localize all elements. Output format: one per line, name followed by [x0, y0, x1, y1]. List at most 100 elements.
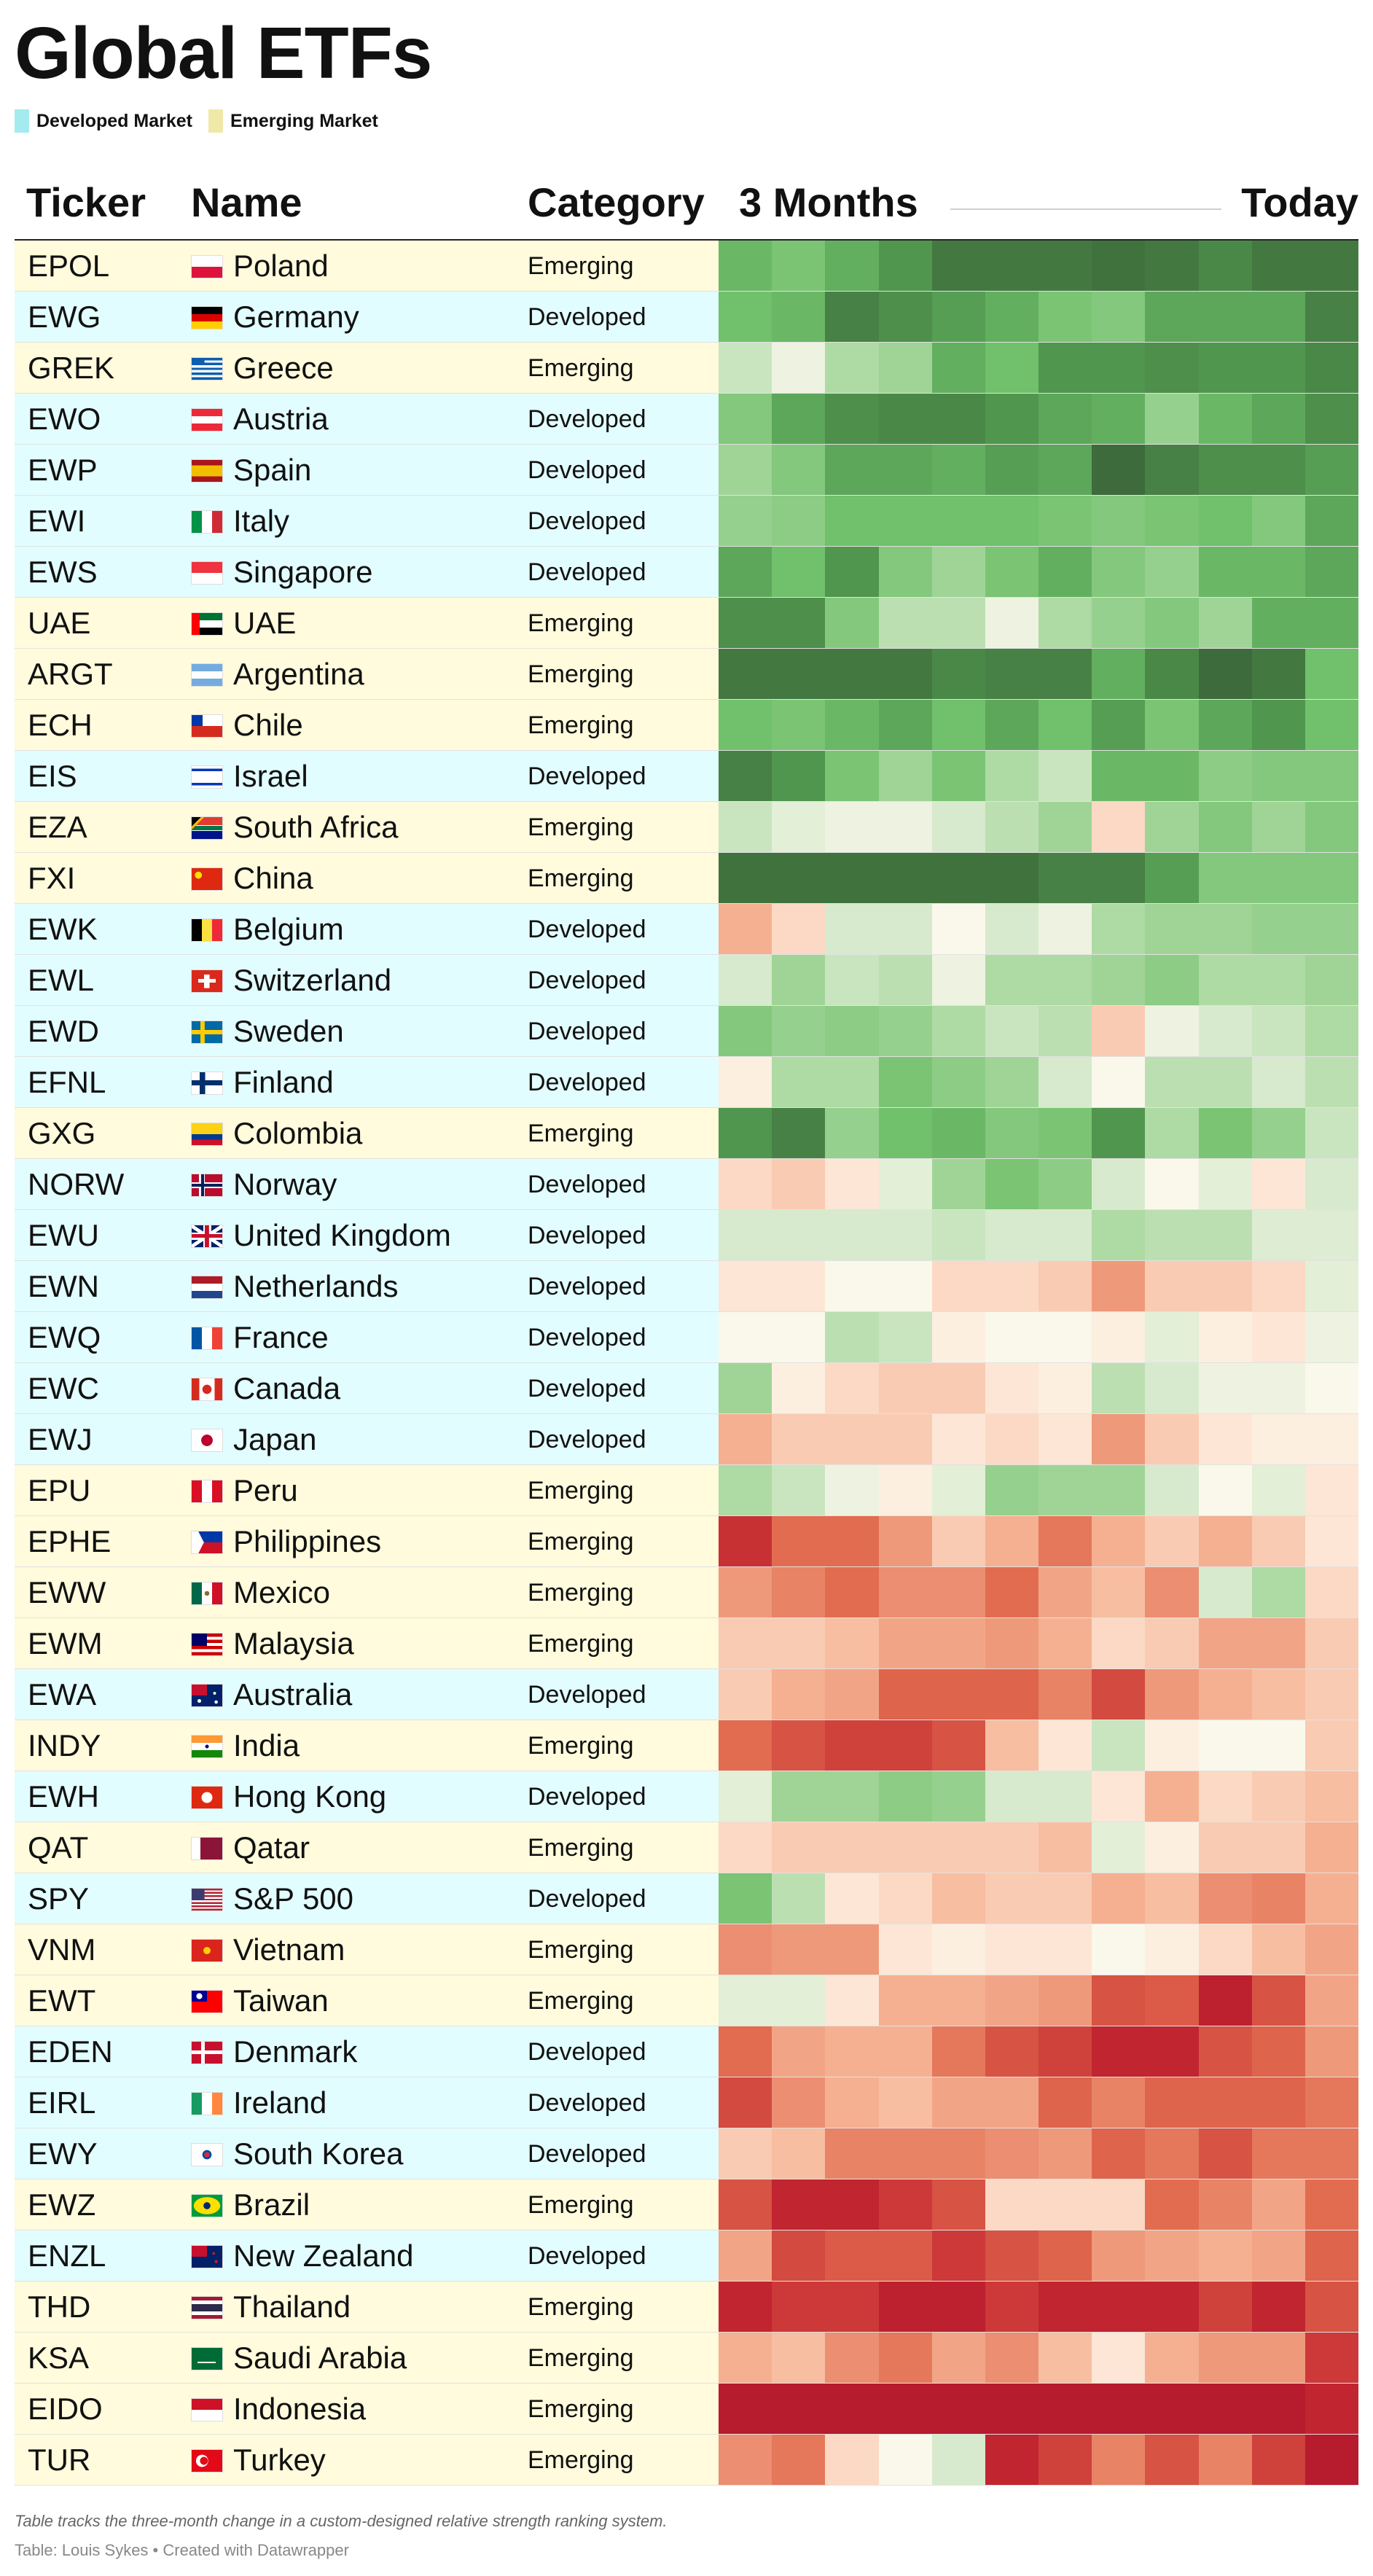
heat-cell[interactable] [931, 1159, 985, 1209]
heat-cell[interactable] [1092, 547, 1146, 597]
heat-cell[interactable] [878, 1261, 932, 1311]
heat-cell[interactable] [985, 2333, 1039, 2383]
heat-cell[interactable] [1251, 1159, 1305, 1209]
heat-cell[interactable] [825, 2179, 879, 2230]
heat-cell[interactable] [772, 955, 826, 1005]
header-3-months[interactable]: 3 Months [739, 179, 918, 225]
heat-cell[interactable] [931, 1465, 985, 1515]
heat-cell[interactable] [985, 2026, 1039, 2077]
heat-cell[interactable] [931, 955, 985, 1005]
heat-cell[interactable] [1038, 2333, 1092, 2383]
heat-cell[interactable] [1092, 496, 1146, 546]
heat-cell[interactable] [985, 1669, 1039, 1720]
heat-cell[interactable] [1251, 1312, 1305, 1362]
heat-cell[interactable] [1198, 853, 1252, 903]
heat-cell[interactable] [985, 1873, 1039, 1924]
heat-cell[interactable] [825, 2435, 879, 2485]
heat-cell[interactable] [1304, 802, 1359, 852]
heat-cell[interactable] [1304, 2026, 1359, 2077]
heat-cell[interactable] [719, 2026, 772, 2077]
heat-cell[interactable] [825, 1669, 879, 1720]
heat-cell[interactable] [772, 1057, 826, 1107]
heat-cell[interactable] [985, 445, 1039, 495]
heat-cell[interactable] [1038, 649, 1092, 699]
heat-cell[interactable] [931, 496, 985, 546]
heat-cell[interactable] [1145, 2026, 1199, 2077]
heat-cell[interactable] [878, 1210, 932, 1260]
heat-cell[interactable] [1198, 2077, 1252, 2128]
heat-cell[interactable] [985, 343, 1039, 393]
heat-cell[interactable] [1145, 343, 1199, 393]
heat-cell[interactable] [1092, 1261, 1146, 1311]
heat-cell[interactable] [825, 1567, 879, 1617]
heat-cell[interactable] [1145, 1618, 1199, 1668]
heat-cell[interactable] [1251, 496, 1305, 546]
heat-cell[interactable] [719, 751, 772, 801]
heat-cell[interactable] [1038, 2179, 1092, 2230]
heat-cell[interactable] [719, 1108, 772, 1158]
heat-cell[interactable] [985, 955, 1039, 1005]
heat-cell[interactable] [931, 445, 985, 495]
heat-cell[interactable] [985, 1618, 1039, 1668]
heat-cell[interactable] [772, 1006, 826, 1056]
heat-cell[interactable] [931, 1210, 985, 1260]
heat-cell[interactable] [1145, 1516, 1199, 1566]
heat-cell[interactable] [985, 802, 1039, 852]
heat-cell[interactable] [1145, 1210, 1199, 1260]
heat-cell[interactable] [1092, 1924, 1146, 1975]
heat-cell[interactable] [878, 2179, 932, 2230]
heat-cell[interactable] [985, 1771, 1039, 1822]
heat-cell[interactable] [825, 1414, 879, 1464]
heat-cell[interactable] [985, 1567, 1039, 1617]
heat-cell[interactable] [1145, 955, 1199, 1005]
heat-cell[interactable] [878, 1363, 932, 1413]
heat-cell[interactable] [825, 1924, 879, 1975]
heat-cell[interactable] [825, 2333, 879, 2383]
heat-cell[interactable] [772, 1618, 826, 1668]
heat-cell[interactable] [1198, 1363, 1252, 1413]
heat-cell[interactable] [1092, 2384, 1146, 2434]
heat-cell[interactable] [931, 1363, 985, 1413]
heat-cell[interactable] [719, 598, 772, 648]
heat-cell[interactable] [878, 2077, 932, 2128]
heat-cell[interactable] [1092, 292, 1146, 342]
heat-cell[interactable] [878, 1822, 932, 1873]
heat-cell[interactable] [1251, 1006, 1305, 1056]
heat-cell[interactable] [1304, 547, 1359, 597]
heat-cell[interactable] [931, 1567, 985, 1617]
heat-cell[interactable] [1198, 1618, 1252, 1668]
heat-cell[interactable] [1038, 1465, 1092, 1515]
heat-cell[interactable] [985, 1975, 1039, 2026]
heat-cell[interactable] [1092, 394, 1146, 444]
heat-cell[interactable] [1038, 1975, 1092, 2026]
heat-cell[interactable] [719, 2384, 772, 2434]
heat-cell[interactable] [985, 751, 1039, 801]
heat-cell[interactable] [1304, 1924, 1359, 1975]
heat-cell[interactable] [1198, 445, 1252, 495]
heat-cell[interactable] [1038, 496, 1092, 546]
heat-cell[interactable] [772, 1414, 826, 1464]
heat-cell[interactable] [1145, 1771, 1199, 1822]
heat-cell[interactable] [931, 1924, 985, 1975]
heat-cell[interactable] [931, 1414, 985, 1464]
heat-cell[interactable] [878, 2026, 932, 2077]
heat-cell[interactable] [878, 904, 932, 954]
heat-cell[interactable] [985, 700, 1039, 750]
heat-cell[interactable] [1038, 547, 1092, 597]
heat-cell[interactable] [931, 649, 985, 699]
heat-cell[interactable] [719, 1822, 772, 1873]
heat-cell[interactable] [878, 1924, 932, 1975]
heat-cell[interactable] [1304, 1006, 1359, 1056]
heat-cell[interactable] [931, 1720, 985, 1771]
heat-cell[interactable] [719, 343, 772, 393]
heat-cell[interactable] [878, 1057, 932, 1107]
heat-cell[interactable] [878, 1975, 932, 2026]
heat-cell[interactable] [1092, 445, 1146, 495]
heat-cell[interactable] [878, 751, 932, 801]
heat-cell[interactable] [931, 1975, 985, 2026]
heat-cell[interactable] [772, 496, 826, 546]
heat-cell[interactable] [1092, 1057, 1146, 1107]
heat-cell[interactable] [931, 292, 985, 342]
heat-cell[interactable] [878, 1873, 932, 1924]
heat-cell[interactable] [825, 445, 879, 495]
